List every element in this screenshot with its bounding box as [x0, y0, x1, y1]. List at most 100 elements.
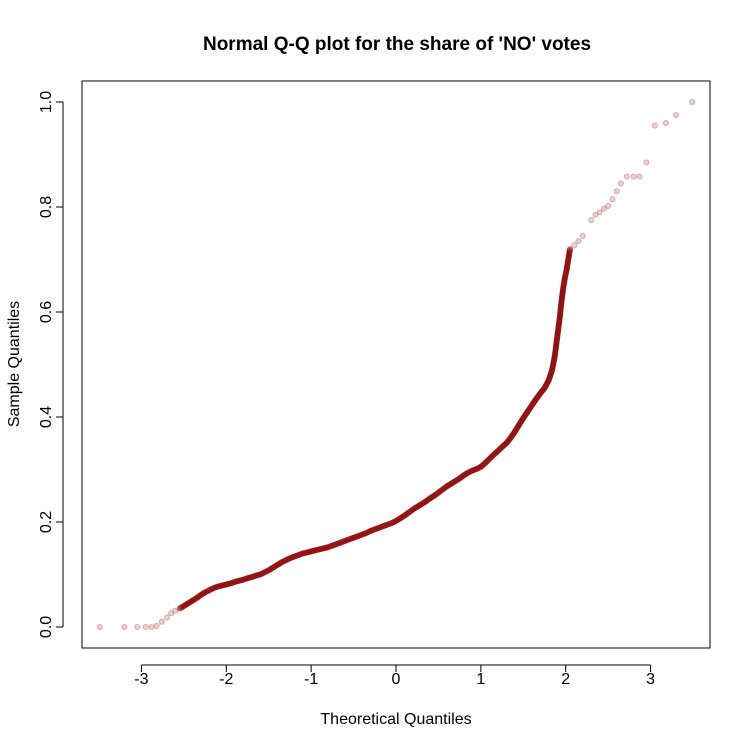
data-point [464, 469, 471, 477]
data-point [565, 252, 572, 259]
data-point [525, 406, 533, 413]
data-point [268, 565, 275, 572]
data-point [472, 466, 479, 473]
data-point [471, 466, 478, 473]
data-point [530, 399, 537, 406]
data-point [563, 264, 571, 271]
data-point [307, 548, 314, 555]
data-point [414, 503, 421, 510]
data-point [478, 463, 485, 470]
data-point [419, 500, 427, 507]
data-point [196, 592, 203, 599]
data-point [197, 592, 204, 599]
data-point [303, 549, 310, 556]
data-point [253, 572, 260, 579]
x-axis: -3 -2 -1 0 1 2 3 [134, 664, 655, 688]
data-point [274, 561, 281, 568]
data-point [284, 556, 291, 563]
data-point [509, 431, 516, 438]
data-point [404, 510, 411, 517]
data-point [399, 513, 406, 521]
data-point [225, 580, 232, 587]
data-point [359, 531, 366, 538]
data-point [347, 535, 354, 542]
data-point [222, 581, 229, 588]
data-point [515, 422, 522, 429]
data-point [528, 402, 535, 409]
data-point [306, 548, 313, 555]
data-point [396, 515, 403, 522]
data-point [533, 395, 540, 402]
data-point [285, 556, 292, 563]
data-point [434, 490, 441, 497]
data-point [560, 283, 567, 290]
data-point [557, 305, 564, 312]
data-point [466, 468, 474, 475]
data-point [291, 553, 298, 560]
data-point [545, 376, 553, 383]
y-tick-label: 0.4 [38, 406, 55, 428]
data-point [181, 602, 188, 609]
data-point [189, 597, 196, 604]
data-point [317, 546, 324, 553]
data-point [508, 432, 516, 439]
data-point [238, 577, 246, 584]
data-point [405, 509, 412, 516]
data-point [559, 291, 566, 298]
data-point [481, 460, 488, 467]
data-point [251, 572, 258, 580]
data-point [432, 491, 439, 499]
data-point [373, 525, 380, 532]
data-point [278, 559, 286, 566]
data-point [201, 589, 209, 596]
data-point [534, 393, 541, 401]
data-point [551, 353, 558, 360]
data-point [415, 503, 422, 510]
data-point [267, 565, 274, 573]
data-point [229, 579, 236, 586]
data-point [421, 499, 428, 506]
data-point [338, 538, 346, 546]
data-point [405, 509, 412, 516]
data-point [436, 488, 444, 495]
data-point [501, 441, 508, 448]
data-point [401, 512, 408, 519]
data-point [215, 583, 222, 590]
data-point [342, 537, 349, 544]
data-point [452, 477, 459, 485]
data-point [552, 350, 559, 357]
data-point [553, 342, 560, 349]
data-point [282, 557, 289, 564]
data-point [243, 575, 250, 582]
data-point [559, 291, 566, 298]
data-point [200, 590, 207, 597]
data-point [512, 428, 519, 435]
data-point [519, 416, 526, 423]
data-point [566, 249, 573, 256]
data-point [561, 279, 568, 286]
data-point [553, 336, 560, 343]
data-point [431, 492, 438, 499]
data-point [544, 380, 551, 387]
data-point [496, 446, 503, 453]
data-point [232, 578, 239, 585]
data-point [562, 271, 569, 278]
data-point [535, 392, 542, 399]
data-point [556, 314, 563, 321]
data-point [551, 351, 558, 358]
data-point [351, 534, 358, 541]
data-point [272, 563, 279, 570]
data-point [553, 337, 560, 344]
data-point [168, 610, 175, 617]
data-point [385, 521, 392, 528]
data-point [212, 584, 219, 591]
data-point [560, 282, 567, 289]
data-point [552, 344, 559, 351]
data-point [281, 557, 288, 564]
data-point [367, 527, 374, 534]
data-point [480, 461, 487, 468]
data-point [276, 560, 283, 567]
data-point [217, 582, 224, 590]
y-tick-label: 0.2 [38, 511, 55, 533]
data-point [252, 572, 259, 579]
